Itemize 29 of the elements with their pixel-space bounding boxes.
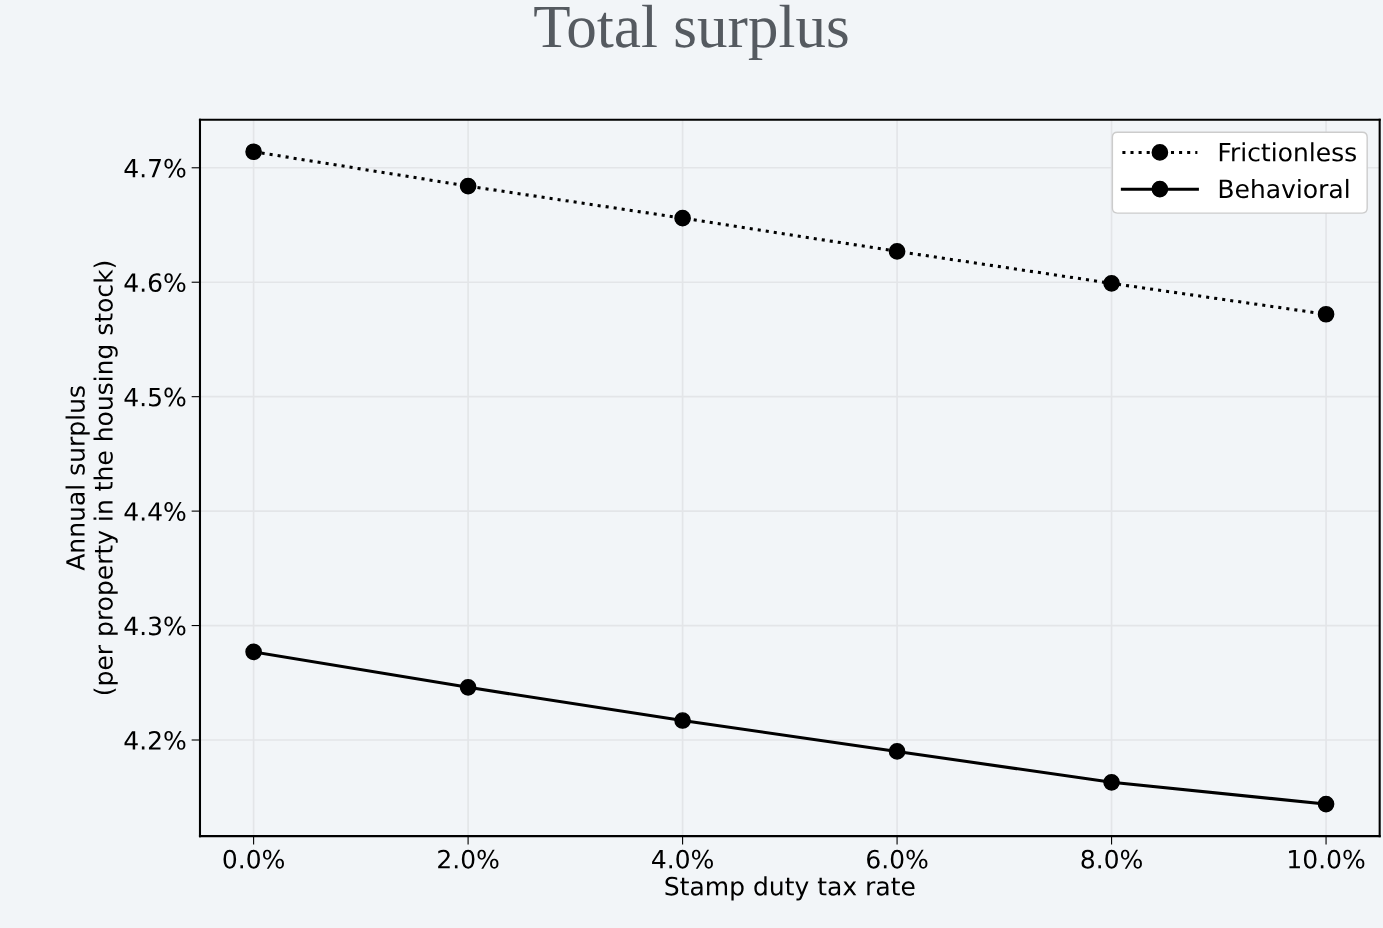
point — [1317, 305, 1335, 323]
x-tick-label: 0.0% — [223, 849, 284, 869]
point — [1103, 275, 1120, 292]
x-tick-label: 10.0% — [1289, 849, 1365, 869]
x-axis-title: Stamp duty tax rate — [665, 876, 915, 901]
point — [888, 242, 906, 260]
point — [245, 643, 262, 661]
point — [1103, 774, 1120, 791]
point — [674, 712, 691, 729]
point — [245, 143, 262, 161]
point — [459, 177, 477, 195]
x-tick-label: 4.0% — [652, 849, 713, 869]
chart-title: Total surplus — [534, 4, 848, 61]
y-tick-label: 4.6% — [124, 273, 186, 293]
point — [674, 209, 691, 227]
x-tick-label: 6.0% — [867, 849, 928, 869]
legend-label: Frictionless — [1219, 142, 1356, 162]
legend-label: Behavioral — [1219, 178, 1349, 199]
point — [459, 679, 477, 696]
x-tick-label: 2.0% — [438, 849, 499, 869]
y-tick-label: 4.7% — [124, 158, 186, 178]
point — [888, 743, 906, 760]
y-axis-title: Annual surplus (per property in the housing stock) — [65, 261, 118, 695]
y-tick-label: 4.4% — [124, 502, 186, 521]
x-tick-label: 8.0% — [1081, 849, 1142, 869]
point — [1317, 795, 1335, 813]
y-tick-label: 4.5% — [124, 387, 186, 407]
y-tick-label: 4.2% — [124, 730, 186, 750]
y-tick-label: 4.3% — [124, 616, 186, 636]
